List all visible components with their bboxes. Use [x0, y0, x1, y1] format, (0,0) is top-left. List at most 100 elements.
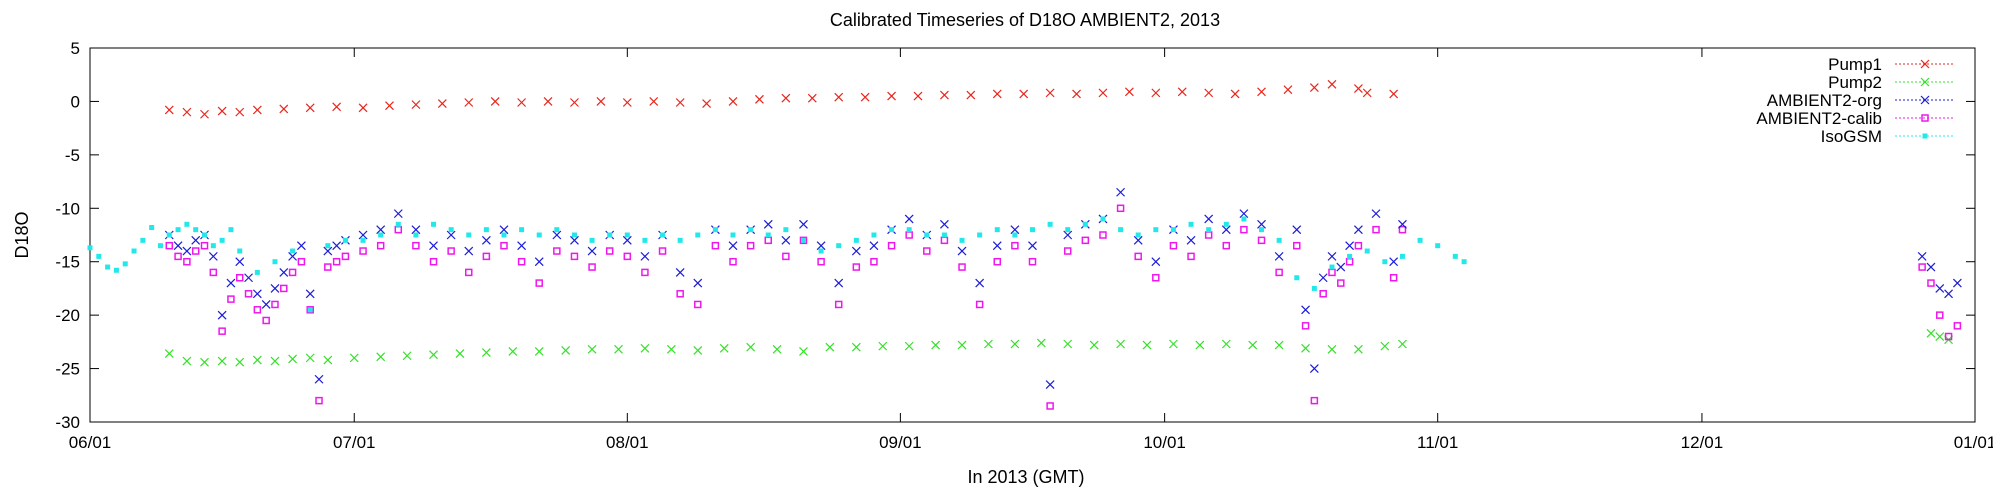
data-point-pump1 [1204, 88, 1214, 98]
data-point-ambient2-calib [1328, 268, 1336, 277]
data-point-isogsm [1461, 259, 1467, 265]
data-point-isogsm [87, 245, 93, 251]
data-point-isogsm [624, 232, 630, 238]
data-point-ambient2-calib [1354, 241, 1363, 250]
data-point-ambient2-calib [447, 247, 455, 255]
data-point-pump2 [305, 353, 315, 363]
data-point-isogsm [413, 232, 419, 238]
data-point-isogsm [571, 232, 577, 238]
data-point-isogsm [228, 227, 234, 233]
legend-label-isogsm: IsoGSM [1821, 127, 1882, 146]
data-point-ambient2-calib [1337, 279, 1345, 287]
legend-label-pump1: Pump1 [1828, 55, 1882, 74]
data-point-ambient2-calib [1099, 231, 1107, 239]
data-point-pump2 [508, 347, 518, 356]
data-point-ambient2-org [1063, 230, 1073, 240]
data-point-pump2 [1036, 338, 1046, 348]
data-point-ambient2-calib [905, 231, 913, 239]
data-point-isogsm [1329, 264, 1335, 270]
data-point-ambient2-calib [605, 247, 614, 255]
data-point-isogsm [395, 221, 401, 227]
x-axis: 06/01 07/01 08/01 09/01 10/01 11/01 12/01 01/01 [69, 48, 1993, 452]
data-point-isogsm [448, 227, 454, 233]
data-point-isogsm [1082, 221, 1088, 227]
data-point-ambient2-calib [191, 247, 200, 255]
data-point-isogsm [660, 232, 666, 238]
data-point-ambient2-org [1186, 235, 1196, 245]
data-point-ambient2-calib [729, 257, 737, 266]
data-point-ambient2-calib [1372, 225, 1380, 234]
data-point-ambient2-org [235, 257, 245, 267]
data-point-pump1 [755, 94, 764, 104]
data-point-pump1 [622, 98, 632, 107]
y-tick-label: -15 [55, 253, 80, 272]
data-point-ambient2-calib [429, 257, 438, 266]
data-point-pump1 [649, 97, 659, 106]
data-point-ambient2-calib [1398, 225, 1407, 234]
data-point-ambient2-calib [341, 252, 350, 261]
data-point-ambient2-calib [1389, 273, 1398, 282]
data-point-isogsm [712, 227, 718, 233]
data-point-isogsm [1294, 275, 1300, 281]
data-point-pump1 [596, 97, 606, 106]
data-point-ambient2-org [1398, 219, 1407, 229]
x-tick-label: 01/01 [1954, 433, 1993, 452]
data-point-ambient2-org [1204, 214, 1214, 224]
data-point-pump1 [385, 101, 394, 111]
data-point-pump1 [966, 90, 976, 100]
data-point-ambient2-org [1389, 257, 1399, 267]
data-point-ambient2-calib [1011, 241, 1019, 250]
data-point-isogsm [1012, 232, 1018, 238]
data-point-ambient2-calib [535, 279, 543, 287]
data-point-ambient2-calib [332, 257, 341, 266]
data-point-isogsm [1417, 237, 1423, 243]
data-point-isogsm [1399, 253, 1405, 259]
data-point-pump2 [957, 340, 967, 350]
data-point-pump2 [200, 357, 209, 367]
data-point-ambient2-calib [1063, 247, 1072, 255]
data-point-pump1 [490, 97, 500, 106]
data-point-pump2 [1195, 340, 1205, 350]
data-point-ambient2-calib [852, 263, 861, 271]
data-point-ambient2-org [1327, 251, 1337, 261]
data-point-pump1 [182, 107, 192, 117]
data-point-pump2 [746, 342, 756, 352]
data-point-ambient2-org [429, 241, 438, 251]
data-point-isogsm [1382, 259, 1388, 265]
data-point-isogsm [342, 237, 348, 243]
series-pump2 [164, 328, 1953, 367]
data-point-isogsm [748, 227, 754, 233]
legend: Pump1Pump2AMBIENT2-orgAMBIENT2-calibIsoG… [1756, 55, 1955, 146]
data-point-ambient2-org [173, 241, 183, 251]
data-point-ambient2-calib [887, 241, 896, 250]
data-point-isogsm [193, 227, 199, 233]
data-point-pump1 [411, 100, 421, 110]
data-point-ambient2-org [517, 241, 527, 251]
data-point-pump2 [1010, 339, 1020, 349]
data-point-pump1 [517, 98, 527, 107]
data-point-ambient2-calib [676, 290, 684, 298]
data-point-isogsm [175, 227, 181, 233]
data-point-pump1 [279, 104, 289, 114]
data-point-ambient2-org [1010, 225, 1020, 235]
data-point-isogsm [800, 237, 806, 243]
data-point-ambient2-org [834, 278, 844, 288]
data-point-isogsm [941, 232, 947, 238]
data-point-isogsm [122, 261, 128, 267]
data-point-ambient2-calib [517, 257, 526, 266]
data-point-ambient2-org [499, 225, 509, 235]
data-point-ambient2-calib [1222, 241, 1231, 250]
x-tick-label: 10/01 [1143, 433, 1186, 452]
data-point-isogsm [1100, 216, 1106, 222]
data-point-ambient2-org [226, 278, 236, 288]
data-point-ambient2-calib [1204, 231, 1213, 239]
data-point-ambient2-calib [817, 257, 825, 266]
data-point-pump1 [1177, 87, 1187, 97]
data-point-ambient2-calib [1944, 332, 1953, 341]
data-point-pump2 [1935, 332, 1945, 341]
data-point-pump2 [402, 351, 412, 361]
data-point-ambient2-calib [1257, 236, 1266, 245]
data-point-isogsm [1347, 253, 1353, 259]
data-point-pump2 [217, 356, 227, 366]
data-point-isogsm [642, 237, 648, 243]
